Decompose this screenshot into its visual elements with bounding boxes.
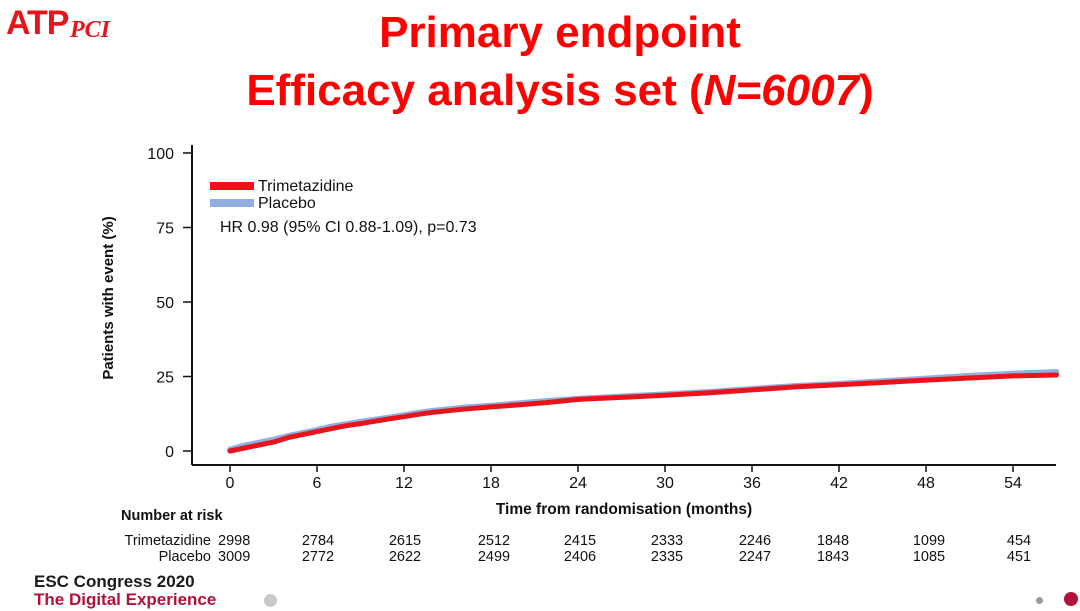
x-tick-label: 30 [656, 475, 674, 492]
title-line2-n: N=6007 [703, 66, 860, 115]
risk-table-cell: 2415 [564, 533, 596, 549]
footer-digital-experience: The Digital Experience [34, 590, 217, 609]
x-tick-label: 42 [830, 475, 848, 492]
risk-table-cell: 2784 [302, 533, 334, 549]
x-tick-label: 0 [226, 475, 235, 492]
risk-table-cell: 2333 [651, 533, 683, 549]
risk-table-cell: 1848 [817, 533, 849, 549]
risk-table-cell: 2247 [739, 549, 771, 565]
nav-dot-active[interactable] [1064, 592, 1078, 606]
title-line2-suffix: ) [859, 66, 874, 115]
risk-table-cell: 2622 [389, 549, 421, 565]
series-line-placebo [227, 369, 1060, 453]
x-tick-label: 6 [313, 475, 322, 492]
y-tick-label: 100 [147, 146, 174, 163]
risk-table-cell: 3009 [218, 549, 250, 565]
title-line2-prefix: Efficacy analysis set ( [246, 66, 704, 115]
nav-dot-left[interactable] [264, 594, 277, 607]
risk-table-cell: 2406 [564, 549, 596, 565]
y-tick-label: 25 [156, 370, 174, 387]
x-tick-label: 48 [917, 475, 935, 492]
risk-table-cell: 1099 [913, 533, 945, 549]
legend-label-trimetazidine: Trimetazidine [258, 178, 354, 195]
risk-table-cell: 1085 [913, 549, 945, 565]
legend-swatch-placebo [210, 199, 254, 207]
slide-title-line1: Primary endpoint [379, 8, 741, 57]
hazard-ratio-annotation: HR 0.98 (95% CI 0.88-1.09), p=0.73 [220, 219, 477, 236]
x-tick-label: 12 [395, 475, 413, 492]
risk-table-title: Number at risk [121, 508, 223, 524]
risk-table-cell: 2335 [651, 549, 683, 565]
risk-table-cell: 2246 [739, 533, 771, 549]
risk-table-cell: 2512 [478, 533, 510, 549]
risk-table-cell: 2998 [218, 533, 250, 549]
risk-row-label-placebo: Placebo [159, 549, 211, 565]
legend-swatch-trimetazidine [210, 182, 254, 190]
risk-table-cell: 2499 [478, 549, 510, 565]
x-tick-label: 54 [1004, 475, 1022, 492]
risk-table-cell: 2772 [302, 549, 334, 565]
logo-pci-text: PCI [70, 17, 111, 43]
y-tick-label: 75 [156, 221, 174, 238]
risk-table-cell: 1843 [817, 549, 849, 565]
atp-pci-logo: ATP PCI [6, 4, 156, 44]
nav-dot-small[interactable] [1036, 597, 1043, 604]
risk-table-cell: 2615 [389, 533, 421, 549]
logo-atp-text: ATP [6, 4, 69, 42]
slide-title-line2: Efficacy analysis set (N=6007) [110, 66, 1010, 116]
risk-row-label-trimetazidine: Trimetazidine [125, 533, 212, 549]
y-axis-label: Patients with event (%) [100, 216, 117, 379]
risk-table-cell: 451 [1007, 549, 1031, 565]
y-tick-label: 0 [165, 444, 174, 461]
x-tick-label: 24 [569, 475, 587, 492]
risk-table-cell: 454 [1007, 533, 1031, 549]
x-axis-label: Time from randomisation (months) [496, 501, 752, 518]
series-line-trimetazidine [227, 372, 1059, 454]
y-tick-label: 50 [156, 295, 174, 312]
footer-congress: ESC Congress 2020 [34, 572, 195, 591]
legend-label-placebo: Placebo [258, 195, 316, 212]
x-tick-label: 36 [743, 475, 761, 492]
x-tick-label: 18 [482, 475, 500, 492]
